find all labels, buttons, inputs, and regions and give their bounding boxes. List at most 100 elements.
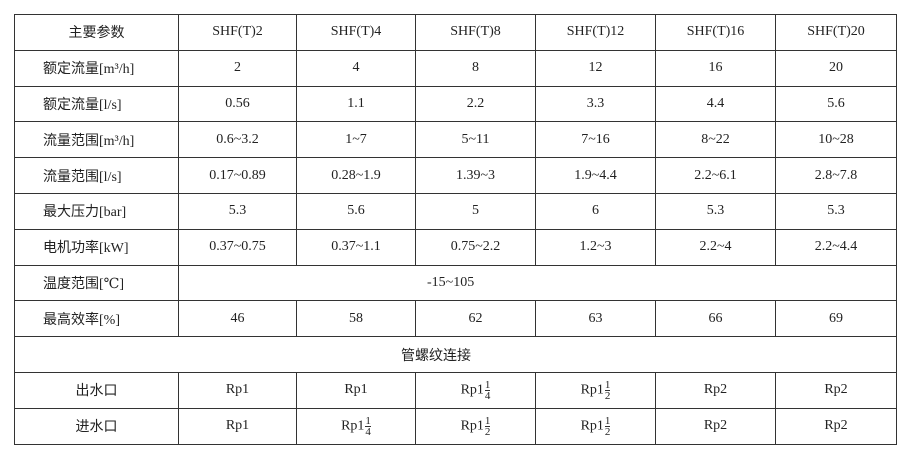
table-cell: 12 — [535, 49, 656, 87]
table-cell: 5~11 — [415, 121, 536, 159]
fraction-denominator: 4 — [365, 425, 371, 438]
connection-cell: Rp1 1 2 — [535, 407, 656, 445]
column-header: SHF(T)12 — [535, 14, 656, 51]
table-cell: 5.6 — [775, 85, 897, 123]
column-header: SHF(T)4 — [296, 14, 416, 51]
table-row: 流量范围[m³/h] 0.6~3.2 1~7 5~11 7~16 8~22 10~28 — [14, 121, 897, 159]
table-row: 最大压力[bar] 5.3 5.6 5 6 5.3 5.3 — [14, 192, 897, 230]
table-cell: 7~16 — [535, 121, 656, 159]
table-cell: 1.9~4.4 — [535, 157, 656, 194]
thread-size: Rp1 — [460, 382, 484, 398]
table-cell: 20 — [775, 49, 897, 87]
connection-cell: Rp1 — [296, 371, 416, 409]
table-cell: 8 — [415, 49, 536, 87]
table-cell: 6 — [535, 192, 656, 230]
row-label: 流量范围[m³/h] — [14, 121, 179, 159]
table-cell: 8~22 — [655, 121, 776, 159]
table-cell: 3.3 — [535, 85, 656, 123]
column-header: SHF(T)2 — [178, 14, 297, 51]
table-cell: 4.4 — [655, 85, 776, 123]
temperature-row: 温度范围[℃] -15~105 — [14, 264, 897, 302]
thread-size: Rp2 — [703, 382, 728, 398]
table-cell: 2.8~7.8 — [775, 157, 897, 194]
table-cell: 0.37~0.75 — [178, 228, 297, 266]
table-cell: 5.3 — [178, 192, 297, 230]
thread-size: Rp2 — [703, 418, 728, 434]
connection-cell: Rp1 — [178, 371, 297, 409]
connection-cell: Rp1 1 4 — [296, 407, 416, 445]
table-row: 额定流量[l/s] 0.56 1.1 2.2 3.3 4.4 5.6 — [14, 85, 897, 123]
row-label: 进水口 — [14, 407, 179, 445]
pump-parameters-table: 主要参数 SHF(T)2 SHF(T)4 SHF(T)8 SHF(T)12 SHF(T)1… — [14, 14, 897, 445]
thread-size: Rp2 — [824, 418, 848, 434]
temperature-value: -15~105 — [178, 264, 897, 302]
table-cell: 1.2~3 — [535, 228, 656, 266]
thread-size: Rp1 — [225, 418, 250, 434]
table-cell: 5.3 — [655, 192, 776, 230]
fraction-denominator: 2 — [604, 425, 611, 438]
row-label: 额定流量[l/s] — [14, 85, 179, 123]
connection-cell: Rp1 — [178, 407, 297, 445]
parameters-header: 主要参数 — [14, 14, 179, 51]
section-row: 管螺纹连接 — [14, 336, 897, 373]
table-cell: 5.6 — [296, 192, 416, 230]
fraction-numerator: 1 — [484, 414, 491, 427]
connection-cell: Rp2 — [655, 407, 776, 445]
table-cell: 5 — [415, 192, 536, 230]
row-label: 出水口 — [14, 371, 179, 409]
thread-size: Rp1 — [580, 382, 604, 398]
connection-row: 进水口 Rp1 Rp1 1 4 Rp1 1 2 Rp1 1 2 Rp2 Rp2 — [14, 407, 897, 445]
table-cell: 46 — [178, 300, 297, 338]
fraction-numerator: 1 — [365, 414, 371, 427]
table-cell: 5.3 — [775, 192, 897, 230]
table-cell: 2 — [178, 49, 297, 87]
table-cell: 2.2~6.1 — [655, 157, 776, 194]
fraction-denominator: 4 — [484, 389, 491, 402]
table-cell: 1.39~3 — [415, 157, 536, 194]
table-cell: 1.1 — [296, 85, 416, 123]
table-cell: 0.56 — [178, 85, 297, 123]
table-cell: 2.2~4.4 — [775, 228, 897, 266]
section-title: 管螺纹连接 — [14, 336, 897, 373]
fraction-denominator: 2 — [484, 425, 491, 438]
table-row: 额定流量[m³/h] 2 4 8 12 16 20 — [14, 49, 897, 87]
fraction-numerator: 1 — [484, 378, 491, 391]
thread-size: Rp1 — [460, 418, 484, 434]
table-cell: 69 — [775, 300, 897, 338]
row-label: 最大压力[bar] — [14, 192, 179, 230]
connection-cell: Rp1 1 2 — [535, 371, 656, 409]
table-row: 电机功率[kW] 0.37~0.75 0.37~1.1 0.75~2.2 1.2~3 2.… — [14, 228, 897, 266]
connection-row: 出水口 Rp1 Rp1 Rp1 1 4 Rp1 1 2 Rp2 Rp2 — [14, 371, 897, 409]
table-cell: 10~28 — [775, 121, 897, 159]
row-label: 电机功率[kW] — [14, 228, 179, 266]
fraction-numerator: 1 — [604, 378, 611, 391]
table-cell: 2.2~4 — [655, 228, 776, 266]
thread-size: Rp2 — [824, 382, 848, 398]
table-row: 流量范围[l/s] 0.17~0.89 0.28~1.9 1.39~3 1.9~4.4 2… — [14, 157, 897, 194]
row-label: 最高效率[%] — [14, 300, 179, 338]
table-cell: 66 — [655, 300, 776, 338]
connection-cell: Rp1 1 2 — [415, 407, 536, 445]
fraction-numerator: 1 — [604, 414, 611, 427]
thread-size: Rp1 — [341, 418, 365, 434]
thread-size: Rp1 — [225, 382, 250, 398]
table-cell: 0.75~2.2 — [415, 228, 536, 266]
table-cell: 0.17~0.89 — [178, 157, 297, 194]
table-cell: 0.6~3.2 — [178, 121, 297, 159]
table-cell: 0.37~1.1 — [296, 228, 416, 266]
table-body: 主要参数 SHF(T)2 SHF(T)4 SHF(T)8 SHF(T)12 SHF(T)1… — [14, 14, 897, 445]
column-header: SHF(T)20 — [775, 14, 897, 51]
table-cell: 63 — [535, 300, 656, 338]
thread-size: Rp1 — [344, 382, 368, 398]
thread-size: Rp1 — [580, 418, 604, 434]
table-cell: 62 — [415, 300, 536, 338]
table-cell: 58 — [296, 300, 416, 338]
connection-cell: Rp2 — [775, 371, 897, 409]
row-label: 温度范围[℃] — [14, 264, 179, 302]
connection-cell: Rp2 — [775, 407, 897, 445]
fraction-denominator: 2 — [604, 389, 611, 402]
